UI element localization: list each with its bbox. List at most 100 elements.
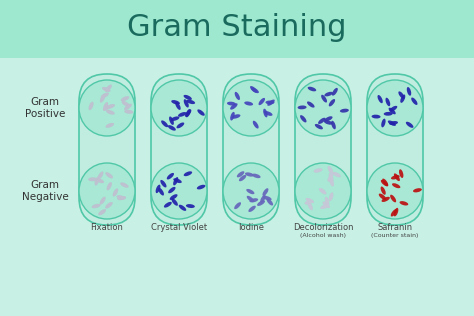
- Ellipse shape: [265, 100, 274, 104]
- Ellipse shape: [385, 98, 390, 106]
- Ellipse shape: [175, 102, 181, 110]
- Ellipse shape: [315, 124, 323, 129]
- Ellipse shape: [124, 104, 132, 110]
- Ellipse shape: [106, 110, 115, 115]
- Ellipse shape: [323, 202, 330, 208]
- Ellipse shape: [103, 102, 108, 111]
- Ellipse shape: [394, 208, 398, 216]
- Ellipse shape: [267, 100, 275, 106]
- Ellipse shape: [235, 92, 240, 100]
- Ellipse shape: [258, 98, 265, 105]
- Ellipse shape: [304, 200, 313, 204]
- Ellipse shape: [298, 106, 307, 109]
- Ellipse shape: [400, 201, 408, 205]
- Ellipse shape: [325, 197, 329, 206]
- Ellipse shape: [391, 209, 397, 216]
- Ellipse shape: [329, 192, 333, 201]
- Circle shape: [79, 80, 135, 136]
- Ellipse shape: [106, 110, 115, 115]
- Ellipse shape: [89, 102, 93, 110]
- Ellipse shape: [95, 177, 99, 185]
- Ellipse shape: [257, 200, 265, 206]
- Ellipse shape: [383, 112, 392, 116]
- Text: Iodine: Iodine: [238, 223, 264, 233]
- Ellipse shape: [101, 93, 109, 98]
- Ellipse shape: [308, 202, 313, 210]
- Ellipse shape: [96, 178, 104, 183]
- Ellipse shape: [95, 177, 99, 185]
- Ellipse shape: [168, 187, 175, 193]
- Text: Gram Staining: Gram Staining: [127, 14, 347, 42]
- Ellipse shape: [260, 195, 266, 203]
- Ellipse shape: [100, 94, 105, 103]
- Ellipse shape: [239, 175, 246, 181]
- Ellipse shape: [381, 118, 385, 127]
- Text: Gram
Negative: Gram Negative: [22, 180, 68, 202]
- Ellipse shape: [100, 197, 106, 204]
- Text: Fixation: Fixation: [91, 223, 123, 233]
- Ellipse shape: [392, 183, 401, 188]
- Ellipse shape: [171, 100, 180, 105]
- Ellipse shape: [121, 96, 129, 101]
- Ellipse shape: [230, 103, 237, 110]
- Ellipse shape: [252, 173, 261, 178]
- Ellipse shape: [379, 193, 386, 200]
- Ellipse shape: [101, 93, 109, 98]
- Ellipse shape: [377, 95, 383, 103]
- Ellipse shape: [332, 88, 338, 96]
- Ellipse shape: [389, 121, 398, 125]
- Ellipse shape: [381, 180, 388, 186]
- Ellipse shape: [248, 206, 256, 212]
- Ellipse shape: [183, 95, 192, 100]
- Ellipse shape: [103, 105, 111, 111]
- Ellipse shape: [164, 202, 172, 208]
- Ellipse shape: [333, 172, 341, 177]
- Circle shape: [151, 80, 207, 136]
- Ellipse shape: [263, 188, 268, 196]
- Ellipse shape: [314, 168, 322, 173]
- Ellipse shape: [168, 125, 176, 131]
- Ellipse shape: [122, 101, 130, 106]
- Ellipse shape: [106, 104, 115, 109]
- Ellipse shape: [323, 202, 330, 208]
- Ellipse shape: [171, 116, 180, 121]
- Ellipse shape: [230, 112, 235, 120]
- Ellipse shape: [113, 188, 118, 197]
- Ellipse shape: [120, 182, 128, 188]
- Ellipse shape: [382, 197, 390, 202]
- Ellipse shape: [329, 99, 335, 106]
- Ellipse shape: [185, 109, 191, 117]
- Circle shape: [295, 163, 351, 219]
- Ellipse shape: [105, 202, 113, 209]
- Ellipse shape: [96, 178, 104, 183]
- Ellipse shape: [324, 116, 333, 121]
- Ellipse shape: [117, 195, 125, 199]
- Circle shape: [367, 80, 423, 136]
- Ellipse shape: [103, 102, 108, 111]
- Text: (Counter stain): (Counter stain): [371, 233, 419, 238]
- Ellipse shape: [319, 188, 327, 194]
- Ellipse shape: [329, 173, 334, 181]
- Ellipse shape: [407, 87, 411, 96]
- Ellipse shape: [264, 111, 273, 116]
- Ellipse shape: [169, 117, 174, 125]
- Ellipse shape: [318, 118, 326, 124]
- Ellipse shape: [170, 194, 178, 200]
- Ellipse shape: [328, 166, 333, 174]
- Ellipse shape: [304, 200, 313, 204]
- Text: Decolorization: Decolorization: [293, 223, 353, 233]
- Ellipse shape: [331, 121, 336, 129]
- Ellipse shape: [103, 105, 111, 111]
- Ellipse shape: [98, 209, 106, 215]
- Ellipse shape: [329, 192, 333, 201]
- Ellipse shape: [237, 171, 245, 177]
- Ellipse shape: [105, 202, 113, 209]
- Ellipse shape: [167, 173, 174, 179]
- Ellipse shape: [328, 174, 333, 182]
- Ellipse shape: [263, 196, 272, 200]
- Ellipse shape: [249, 198, 258, 203]
- Ellipse shape: [400, 94, 405, 103]
- FancyBboxPatch shape: [0, 0, 474, 58]
- Ellipse shape: [319, 188, 327, 194]
- Ellipse shape: [98, 209, 106, 215]
